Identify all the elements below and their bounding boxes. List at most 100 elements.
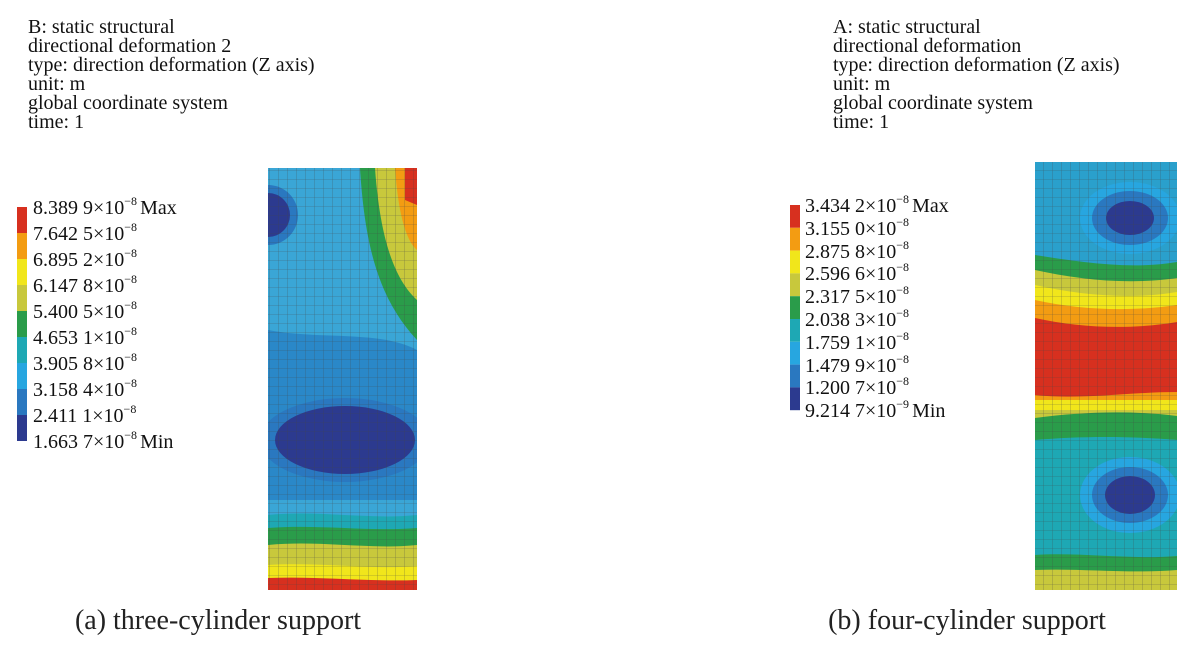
legend-swatch	[17, 207, 27, 233]
panel-header: B: static structural directional deformat…	[28, 16, 315, 132]
mantissa: 6.147 8×10	[33, 275, 125, 297]
mantissa: 2.596 6×10	[805, 263, 897, 286]
exponent: −8	[896, 328, 910, 343]
legend-swatch	[17, 285, 27, 311]
exponent: −8	[896, 192, 910, 206]
legend-label: 3.434 2×10−8 Max	[805, 192, 949, 218]
mantissa: 4.653 1×10	[33, 327, 125, 349]
legend-label: 2.038 3×10−8	[805, 306, 912, 332]
header-line: A: static structural	[833, 16, 981, 38]
header-line: time: 1	[833, 111, 890, 133]
legend-label: 3.155 0×10−8	[805, 215, 912, 241]
header-line: type: direction deformation (Z axis)	[833, 54, 1120, 76]
mantissa: 3.155 0×10	[805, 217, 897, 240]
legend-swatch	[790, 250, 800, 274]
legend-label: 2.317 5×10−8	[805, 283, 912, 309]
header-line: B: static structural	[28, 16, 175, 38]
mantissa: 1.663 7×10	[33, 431, 125, 453]
exponent: −8	[896, 214, 910, 229]
exponent: −8	[896, 237, 910, 252]
caption: (b) four-cylinder support	[828, 605, 1106, 636]
header-line: global coordinate system	[28, 92, 228, 114]
legend-swatch	[17, 311, 27, 337]
legend-label: 1.663 7×10−8 Min	[33, 428, 173, 454]
panel-header: A: static structural directional deformat…	[833, 16, 1120, 133]
mantissa: 9.214 7×10	[805, 400, 897, 423]
exponent: −8	[124, 350, 138, 364]
legend-swatch	[790, 273, 800, 297]
mantissa: 1.200 7×10	[805, 377, 897, 400]
legend-label: 2.596 6×10−8	[805, 260, 912, 286]
legend-swatch	[790, 296, 800, 319]
exponent: −8	[124, 272, 138, 286]
legend-label: 7.642 5×10−8	[33, 220, 140, 246]
legend-label: 2.875 8×10−8	[805, 238, 912, 264]
header-line: directional deformation 2	[28, 35, 232, 57]
exponent: −8	[124, 246, 138, 260]
mantissa: 2.875 8×10	[805, 240, 897, 263]
exponent: −8	[896, 260, 910, 275]
legend-swatch	[790, 319, 800, 342]
legend-label: 1.479 9×10−8	[805, 352, 912, 378]
legend-swatch	[17, 233, 27, 259]
legend-label: 3.905 8×10−8	[33, 350, 140, 376]
mantissa: 1.759 1×10	[805, 331, 897, 354]
extreme-note: Min	[140, 431, 174, 453]
legend-label: 5.400 5×10−8	[33, 298, 140, 324]
legend-swatch	[17, 259, 27, 285]
legend-label: 3.158 4×10−8	[33, 376, 140, 402]
legend-swatch	[17, 363, 27, 389]
exponent: −8	[896, 351, 910, 366]
exponent: −8	[896, 283, 910, 298]
header-line: directional deformation	[833, 35, 1022, 57]
header-line: type: direction deformation (Z axis)	[28, 54, 315, 76]
exponent: −8	[124, 376, 138, 390]
exponent: −8	[896, 306, 910, 320]
mantissa: 3.434 2×10	[805, 195, 897, 217]
legend-label: 9.214 7×10−9 Min	[805, 397, 945, 423]
legend-swatch	[790, 205, 800, 228]
exponent: −9	[896, 397, 910, 412]
legend-swatch	[790, 364, 800, 388]
exponent: −8	[124, 194, 138, 208]
caption: (a) three-cylinder support	[74, 605, 362, 636]
mantissa: 7.642 5×10	[33, 223, 125, 245]
mantissa: 3.905 8×10	[33, 353, 125, 375]
exponent: −8	[124, 428, 138, 442]
legend-label: 1.759 1×10−8	[805, 329, 912, 355]
header-line: global coordinate system	[833, 92, 1033, 114]
legend-label: 2.411 1×10−8	[33, 402, 139, 428]
legend-label: 8.389 9×10−8 Max	[33, 194, 177, 220]
mantissa: 2.317 5×10	[805, 286, 897, 309]
legend-label: 4.653 1×10−8	[33, 324, 140, 350]
legend-label: 1.200 7×10−8	[805, 374, 912, 400]
mantissa: 2.411 1×10	[33, 405, 124, 427]
exponent: −8	[124, 220, 138, 234]
exponent: −8	[124, 298, 138, 312]
legend-swatch	[790, 227, 800, 251]
legend-swatch	[17, 337, 27, 363]
header-line: unit: m	[833, 73, 891, 95]
exponent: −8	[124, 324, 138, 338]
legend-swatch	[17, 415, 27, 441]
legend-label: 6.895 2×10−8	[33, 246, 140, 272]
extreme-note: Max	[912, 195, 949, 217]
legend-swatch	[790, 341, 800, 365]
mantissa: 2.038 3×10	[805, 309, 897, 331]
header-line: unit: m	[28, 73, 86, 95]
mantissa: 8.389 9×10	[33, 197, 125, 219]
extreme-note: Min	[912, 400, 946, 423]
mantissa: 1.479 9×10	[805, 354, 897, 377]
extreme-note: Max	[140, 197, 177, 219]
legend-label: 6.147 8×10−8	[33, 272, 140, 298]
mantissa: 6.895 2×10	[33, 249, 125, 271]
exponent: −8	[123, 402, 137, 416]
mantissa: 5.400 5×10	[33, 301, 125, 323]
exponent: −8	[896, 374, 910, 389]
mantissa: 3.158 4×10	[33, 379, 125, 401]
legend-swatch	[17, 389, 27, 415]
contour-a	[268, 168, 417, 590]
legend-bars	[17, 205, 800, 441]
